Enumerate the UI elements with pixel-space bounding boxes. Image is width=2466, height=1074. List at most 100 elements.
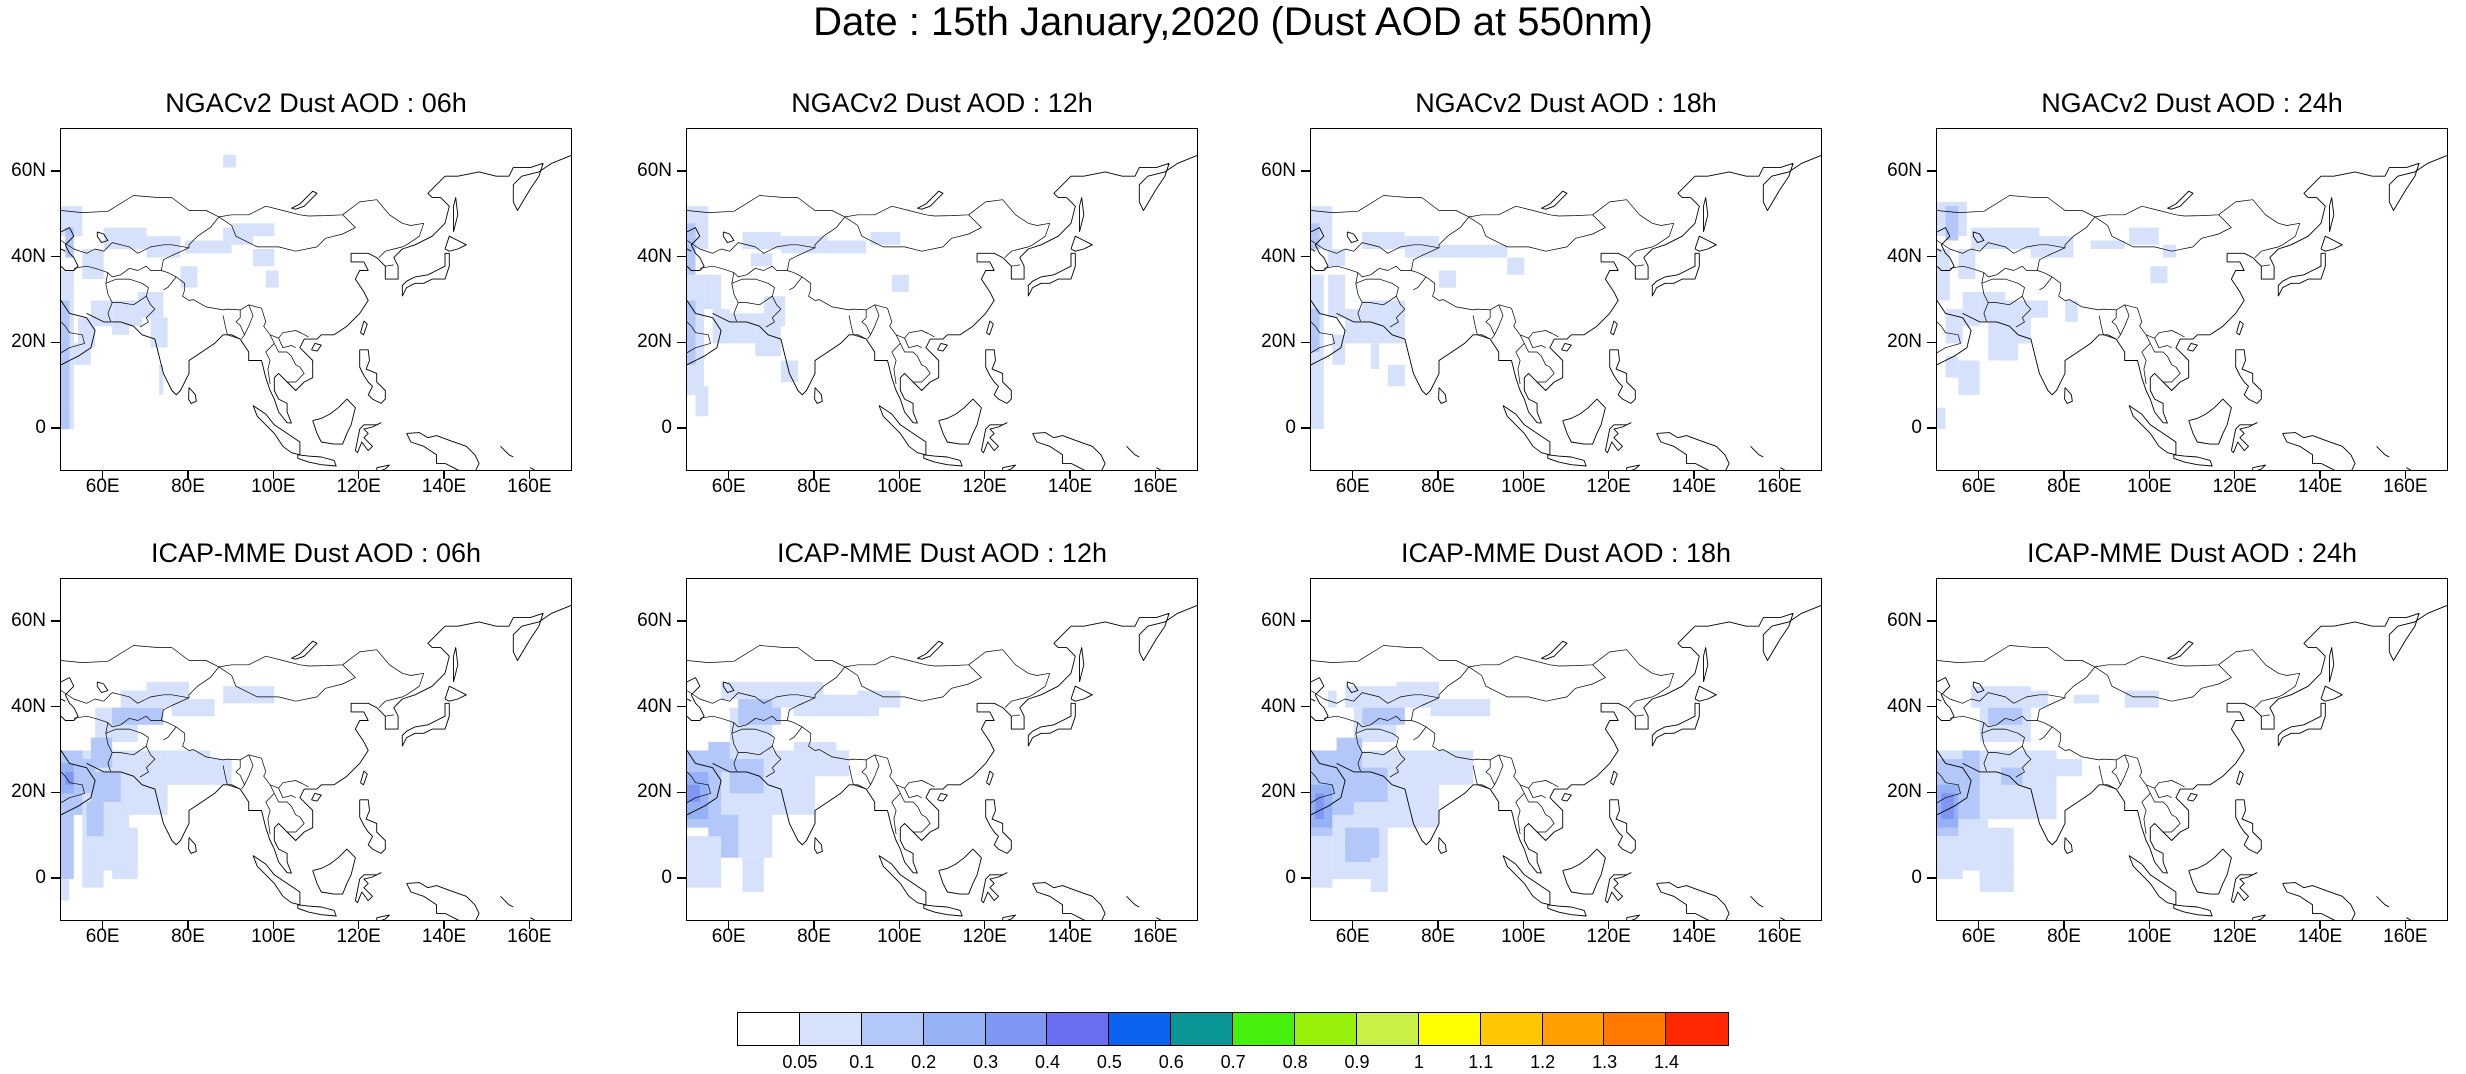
dust-cell [150,317,168,348]
lat-tick-mark [1301,877,1310,879]
coastline [2406,917,2411,920]
coastline [1070,685,1093,702]
dust-cell [742,231,781,250]
lon-tick-mark [101,921,104,929]
coastline [938,398,982,445]
lon-tick-mark [2319,471,2321,479]
dust-cell [1945,356,1959,378]
lon-tick-label: 60E [711,926,746,947]
lat-tick-label: 0 [35,867,46,889]
dust-cell [82,857,104,888]
dust-cell [1439,244,1482,258]
dust-cell [780,236,828,254]
coastline [1438,387,1447,404]
lat-tick-label: 60N [1887,609,1922,631]
dust-cell [1945,206,1959,241]
dust-cell [1971,686,2031,708]
map-panel: NGACv2 Dust AOD : 12h 60N 40N 20N 0 60E 80E 100… [626,88,1198,497]
colorbar-label: 1.2 [1530,1052,1556,1072]
map-frame [1310,578,1822,921]
lat-tick-label: 0 [1911,417,1922,439]
coastline [1126,895,1140,908]
map-panel: NGACv2 Dust AOD : 06h 60N 40N 20N 0 60E 80E 100… [0,88,572,497]
dust-cell [1430,699,1491,717]
dust-cell [2073,694,2100,704]
colorbar-cell [923,1013,986,1045]
coastline [986,320,994,336]
dust-cell [780,360,798,382]
dust-cell [1353,767,1388,802]
country-border [2261,264,2270,267]
lon-tick-label: 100E [251,476,296,497]
country-border [235,759,245,790]
coastline [1780,467,1785,470]
country-border [861,759,871,790]
lat-tick-mark [1927,170,1936,172]
country-border [1981,728,2025,756]
country-border [235,309,245,340]
country-border [1949,715,2038,728]
country-border [1011,264,1020,267]
lon-tick-label: 160E [1133,476,1178,497]
country-border [1410,216,1559,339]
country-border [1981,278,2025,306]
coastline [188,387,197,404]
dust-cell [751,253,773,267]
lat-tick-mark [51,705,60,708]
coastline [814,837,823,854]
lon-tick-mark [1607,921,1610,929]
dust-cell [146,236,181,258]
country-border [2039,726,2053,741]
lon-tick-label: 160E [2383,926,2428,947]
coastline [359,799,386,854]
lon-tick-label: 80E [2047,476,2081,497]
colorbar-label: 1.1 [1468,1052,1494,1072]
country-border [1519,784,1555,833]
lon-tick-mark [357,471,360,479]
dust-aod-map [1311,155,1821,470]
country-border [699,715,788,728]
country-border [1355,722,1363,772]
panel-title: NGACv2 Dust AOD : 06h [165,88,467,118]
colorbar-cell [1666,1013,1729,1045]
coastline [2252,464,2266,470]
country-border [1519,334,1555,383]
dust-cell [1481,244,1508,258]
country-border [1528,788,1546,799]
dust-cell [78,317,96,348]
country-border [1981,272,1989,322]
coastline [354,872,382,904]
lon-tick-label: 100E [2127,476,2172,497]
dust-cell [1971,227,2040,250]
coastline [687,677,705,721]
coastline [86,155,571,424]
coastline [1694,685,1717,702]
coastline [1937,248,1942,252]
coastline [96,681,109,694]
country-border [139,296,156,328]
country-border [2039,276,2053,291]
coastline [923,454,963,467]
coastline [1703,197,1709,233]
lon-tick-mark [813,471,815,479]
dust-cell [687,223,696,275]
coastline [1962,155,2447,424]
country-border [861,309,871,340]
dust-cell [2030,300,2048,318]
lon-tick-label: 160E [507,476,552,497]
dust-cell [159,364,164,395]
coastline [1610,770,1618,786]
dust-cell [1311,836,1333,888]
country-border [699,265,788,278]
lon-tick-mark [1154,921,1157,929]
coastline [1626,914,1640,920]
lat-tick-mark [1301,341,1310,344]
panel-title: NGACv2 Dust AOD : 18h [1415,88,1717,118]
dust-cell [112,707,164,725]
lon-tick-label: 160E [507,926,552,947]
coastline [61,248,66,252]
dust-cell [61,879,70,901]
coastline [1541,190,1568,210]
lon-tick-mark [898,921,901,929]
country-border [2120,304,2130,335]
